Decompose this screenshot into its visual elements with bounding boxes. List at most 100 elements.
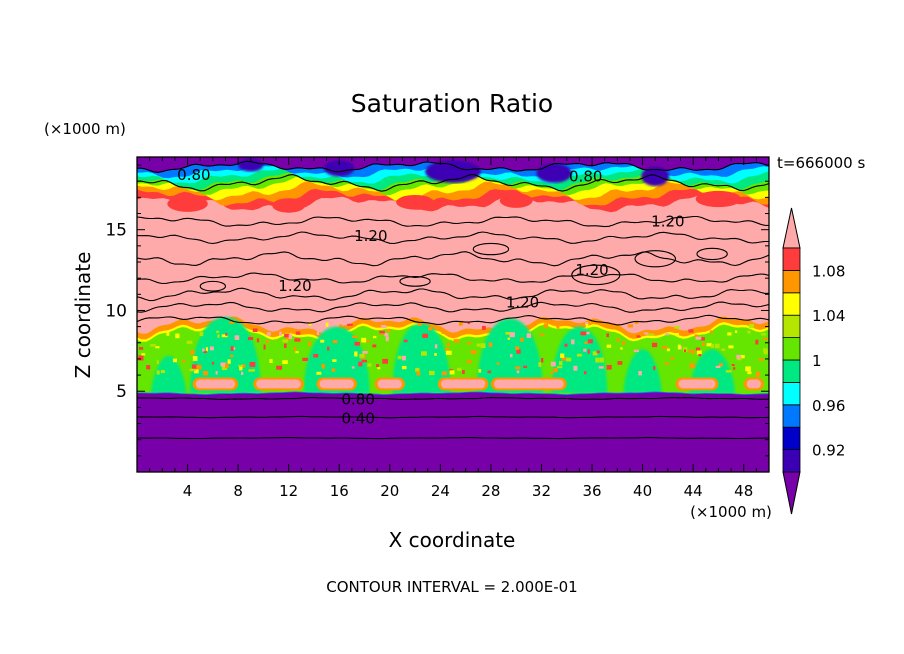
mixing-speck [295,351,299,354]
base-lens-2 [319,379,354,389]
mixing-speck [284,343,287,348]
colorbar-label: 1.08 [812,262,845,280]
mixing-speck [366,340,370,343]
mixing-speck [684,349,686,353]
teal-turret-7 [623,349,662,393]
mixing-speck [155,346,160,349]
base-lens-5 [493,379,564,389]
mixing-speck [397,355,402,360]
top-red-blob-0 [167,195,208,212]
top-red-blob-4 [695,190,742,208]
mixing-speck [194,369,199,374]
colorbar-label: 1.04 [812,307,845,325]
mixing-speck [282,328,285,332]
base-lens-6 [678,379,716,389]
mixing-speck [203,350,207,353]
mixing-speck [269,359,273,363]
mixing-speck [606,365,612,370]
mixing-speck [462,370,465,374]
closed-contour-4 [199,280,227,292]
colorbar-swatch [782,359,801,383]
mixing-speck [699,337,705,341]
mixing-speck [288,334,293,339]
mixing-speck [146,365,151,370]
mixing-speck [377,367,381,370]
mixing-speck [421,351,427,356]
mixing-speck [688,349,694,353]
mixing-speck [553,368,558,373]
colorbar-max-triangle [782,207,801,249]
mixing-speck [620,347,623,350]
mixing-speck [539,333,545,336]
x-tick-label: 48 [734,482,753,500]
x-tick-label: 4 [183,482,193,500]
mixing-speck [520,337,524,342]
mixing-speck [221,334,228,338]
contour-label: 1.20 [278,277,311,295]
mixing-speck [189,368,196,372]
x-axis-label: X coordinate [389,528,516,552]
mixing-speck [698,354,702,357]
mixing-speck [381,325,387,329]
colorbar: 0.92 0.96 1 1.04 1.08 [782,207,845,515]
mixing-speck [172,358,177,363]
top-red-blob-1 [272,198,306,213]
colorbar-swatch [782,314,801,339]
mixing-speck [507,337,510,340]
mixing-speck [325,322,329,327]
mixing-speck [403,339,408,343]
mixing-speck [661,346,668,349]
base-lens-3 [377,379,402,389]
mixing-speck [321,363,325,368]
mixing-speck [592,351,598,356]
lower-dry-layer [137,392,769,472]
mixing-speck [670,357,674,360]
contour-interval-note: CONTOUR INTERVAL = 2.000E-01 [326,578,577,596]
colorbar-swatch [782,426,801,451]
mixing-speck [302,357,308,361]
colorbar-min-triangle [782,471,801,515]
saturation-field: 0.80 0.80 1.20 1.20 1.20 1.20 1.20 0.80 0.40 [137,157,769,472]
mixing-speck [186,340,193,344]
contour-line-0 [137,160,769,173]
mixing-speck [505,332,511,335]
mixing-speck [220,362,227,367]
mixing-speck [441,329,444,334]
mixing-speck [466,360,473,363]
mixing-speck [354,341,360,346]
mixing-speck [160,370,165,374]
mixing-speck [515,346,520,350]
mixing-speck [478,369,482,373]
mixing-speck [138,347,144,350]
mixing-speck [203,371,209,376]
mixing-speck [265,339,269,344]
x-tick-label: 16 [330,482,349,500]
mixing-speck [401,355,406,361]
mixing-speck [217,334,220,338]
mixing-speck [361,337,367,343]
mixing-speck [205,347,208,352]
contour-line-3 [137,231,769,245]
mixing-speck [166,332,170,336]
closed-contour-3 [472,242,510,256]
mixing-speck [138,355,144,361]
mixing-speck [190,350,195,355]
mixing-speck [523,365,528,368]
closed-contour-2 [696,247,728,261]
mixing-speck [640,333,645,337]
mixing-speck [556,324,560,329]
mixing-speck [538,362,542,367]
upper-dry-patch-3 [324,160,355,177]
mixing-speck [249,362,256,367]
contour-label: 1.20 [651,213,684,231]
mixing-speck [444,348,450,351]
x-tick-label: 40 [633,482,652,500]
mixing-speck [230,354,234,358]
mixing-speck [263,344,266,350]
mixing-speck [606,333,609,338]
mixing-speck [385,336,389,342]
colorbar-label: 0.92 [812,442,845,460]
teal-turret-6 [150,355,187,393]
mixing-speck [352,335,358,338]
mixing-speck [452,325,457,330]
